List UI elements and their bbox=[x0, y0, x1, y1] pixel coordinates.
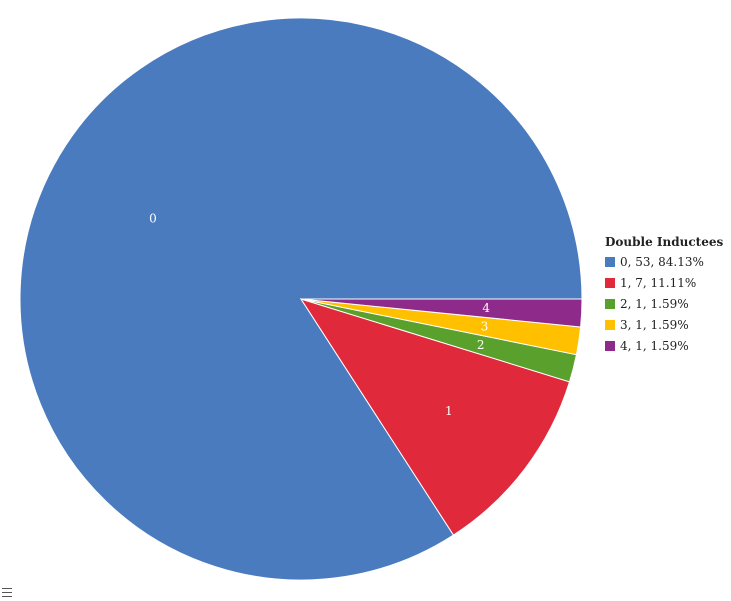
legend-swatch-2[interactable] bbox=[605, 299, 615, 309]
legend-swatch-4[interactable] bbox=[605, 341, 615, 351]
pie-slice-label-3: 3 bbox=[481, 320, 489, 334]
legend-label-4[interactable]: 4, 1, 1.59% bbox=[620, 339, 689, 353]
pie-slice-4[interactable] bbox=[300, 298, 583, 328]
legend-swatch-1[interactable] bbox=[605, 278, 615, 288]
legend-title: Double Inductees bbox=[605, 235, 723, 249]
pie-slice-1[interactable] bbox=[299, 298, 571, 536]
pie-slice-label-4: 4 bbox=[482, 301, 490, 315]
legend-label-1[interactable]: 1, 7, 11.11% bbox=[620, 276, 696, 290]
legend-swatch-0[interactable] bbox=[605, 257, 615, 267]
legend: Double Inductees 0, 53, 84.13% 1, 7, 11.1… bbox=[605, 235, 723, 353]
legend-label-3[interactable]: 3, 1, 1.59% bbox=[620, 318, 689, 332]
pie-slice-label-2: 2 bbox=[477, 338, 485, 352]
legend-swatch-3[interactable] bbox=[605, 320, 615, 330]
pie-slice-labels: 0 1 2 3 4 bbox=[149, 211, 490, 418]
legend-label-0[interactable]: 0, 53, 84.13% bbox=[620, 255, 704, 269]
pie-slices bbox=[19, 17, 583, 581]
pie-slice-label-0: 0 bbox=[149, 211, 157, 225]
hamburger-menu-icon[interactable] bbox=[2, 588, 12, 597]
legend-label-2[interactable]: 2, 1, 1.59% bbox=[620, 297, 689, 311]
pie-slice-label-1: 1 bbox=[445, 404, 453, 418]
